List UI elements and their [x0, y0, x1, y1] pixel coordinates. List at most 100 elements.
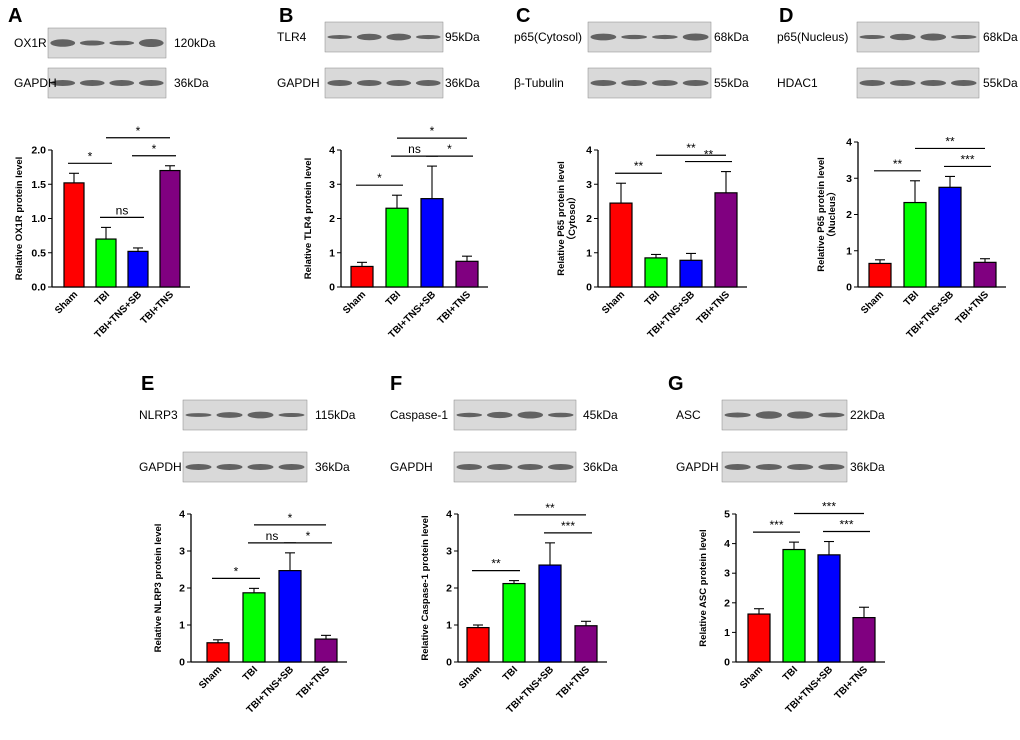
blot-band: [278, 413, 305, 417]
blot-band: [185, 464, 212, 470]
blot-band: [682, 80, 709, 86]
blot-protein-label: TLR4: [277, 30, 307, 44]
bar-tbi: [903, 201, 927, 288]
bar-tbi-tns-sb: [817, 554, 841, 663]
blot-band: [621, 34, 648, 40]
panel-letter: G: [668, 373, 684, 395]
panel-f: F Caspase-1 45kDa GAPDH 36kDa 0 1 2 3 4 Relative C…: [390, 370, 645, 740]
significance-label: **: [545, 501, 555, 515]
blot-protein-label: β-Tubulin: [514, 76, 564, 90]
significance-label: **: [945, 134, 955, 148]
category-label: TBI: [902, 289, 921, 308]
category-label: TBI+TNS: [695, 289, 733, 327]
blot-strip: [453, 451, 577, 483]
significance-label: ***: [769, 518, 783, 532]
significance-label: ***: [822, 500, 836, 514]
blot-size-label: 68kDa: [714, 30, 749, 44]
blot-protein-label: GAPDH: [277, 76, 320, 90]
y-tick-label: 5: [724, 509, 730, 521]
blot-size-label: 36kDa: [850, 460, 885, 474]
blot-band: [50, 39, 76, 47]
blot-band: [682, 33, 709, 41]
y-tick-label: 2: [329, 213, 335, 225]
significance-label: **: [491, 557, 501, 571]
y-tick-label: 1: [846, 245, 852, 257]
blot-band: [79, 40, 105, 46]
y-tick-label: 2: [179, 583, 185, 595]
blot-band: [889, 80, 916, 86]
blot-band: [651, 80, 678, 86]
blot-protein-label: GAPDH: [14, 76, 57, 90]
category-label: TBI+TNS: [555, 664, 593, 702]
significance-label: *: [377, 171, 382, 185]
bar-tbi-tns-sb: [127, 250, 149, 288]
category-label: TBI+TNS: [295, 664, 333, 702]
blot-size-label: 115kDa: [315, 408, 356, 422]
blot-band: [456, 412, 483, 418]
y-axis-label: Relative OX1R protein level: [14, 157, 25, 281]
blot-size-label: 36kDa: [315, 460, 350, 474]
category-label: TBI+TNS: [954, 289, 992, 327]
significance-label: *: [234, 564, 239, 578]
blot-protein-label: NLRP3: [139, 408, 178, 422]
blot-band: [247, 464, 274, 470]
category-label: TBI: [643, 289, 662, 308]
blot-strip: [47, 27, 167, 59]
y-axis-label: Relative Caspase-1 protein level: [420, 515, 431, 660]
blot-band: [278, 464, 305, 470]
category-label: Sham: [600, 289, 627, 316]
y-axis-label: Relative P65 protein level: [816, 157, 827, 272]
blot-band: [755, 411, 782, 419]
panel-a: A OX1R 120kDa GAPDH 36kDa 0.0 0.5 1.0 1.5 2.0 Rela…: [2, 0, 257, 370]
significance-label: ns: [408, 142, 421, 156]
panel-g-svg: G ASC 22kDa GAPDH 36kDa 0 1 2 3 4 5 Relative ASC pr…: [668, 373, 885, 716]
y-axis-label: Relative P65 protein level: [556, 161, 567, 276]
blot-band: [386, 80, 412, 86]
panel-b: B TLR4 95kDa GAPDH 36kDa 0 1 2 3 4 Relative TLR4 p…: [255, 0, 510, 370]
bar-tbi: [385, 207, 409, 288]
blot-band: [486, 411, 513, 419]
blot-size-label: 22kDa: [850, 408, 885, 422]
blot-band: [138, 38, 164, 48]
blot-band: [859, 80, 886, 86]
y-tick-label: 3: [846, 173, 852, 185]
category-label: TBI+TNS: [833, 664, 871, 702]
bar-sham: [350, 265, 374, 288]
blot-band: [920, 33, 947, 41]
y-tick-label: 0: [724, 657, 730, 669]
bar-tbi-tns: [714, 192, 738, 288]
category-label: TBI: [241, 664, 260, 683]
blot-band: [517, 411, 544, 419]
category-label: TBI: [781, 664, 800, 683]
y-tick-label: 0.5: [31, 247, 46, 259]
blot-band: [859, 35, 886, 39]
blot-band: [216, 464, 243, 470]
y-tick-label: 1: [724, 627, 730, 639]
panel-e-svg: E NLRP3 115kDa GAPDH 36kDa 0 1 2 3 4 Relative NLRP…: [139, 373, 356, 716]
significance-label: ns: [266, 529, 279, 543]
panel-f-svg: F Caspase-1 45kDa GAPDH 36kDa 0 1 2 3 4 Relative C…: [390, 373, 618, 716]
category-label: TBI: [93, 289, 112, 308]
panel-g: G ASC 22kDa GAPDH 36kDa 0 1 2 3 4 5 Relative ASC pr…: [650, 370, 905, 740]
blot-strip: [587, 21, 712, 53]
blot-band: [590, 80, 617, 86]
y-tick-label: 1.5: [31, 179, 46, 191]
category-label: Sham: [859, 289, 886, 316]
y-tick-label: 4: [329, 145, 335, 157]
blot-protein-label: GAPDH: [139, 460, 182, 474]
blot-strip: [453, 399, 577, 431]
significance-label: *: [430, 124, 435, 138]
blot-band: [415, 80, 441, 86]
y-tick-label: 0: [179, 657, 185, 669]
y-tick-label: 0.0: [31, 282, 46, 294]
bar-sham: [747, 613, 771, 663]
blot-protein-label: HDAC1: [777, 76, 818, 90]
blot-strip: [587, 67, 712, 99]
significance-label: ***: [839, 518, 853, 532]
blot-band: [356, 80, 382, 86]
blot-band: [787, 464, 814, 470]
y-tick-label: 2: [586, 213, 592, 225]
blot-band: [724, 464, 751, 470]
category-label: TBI: [501, 664, 520, 683]
y-tick-label: 3: [179, 546, 185, 558]
